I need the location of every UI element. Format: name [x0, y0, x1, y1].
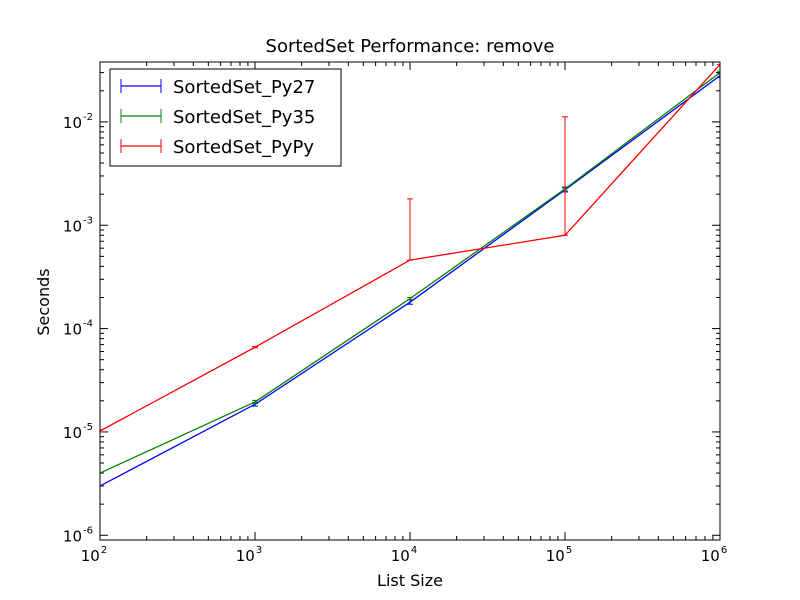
plot-area: 102 103 104 105 10610-610-510-410-310-2Sorte… [63, 61, 727, 565]
x-tick-label-base: 10 [391, 547, 410, 565]
x-tick-label-exponent: 6 [721, 545, 727, 556]
y-tick-label-base: 10 [63, 424, 82, 442]
x-tick-label: 102 [81, 545, 107, 565]
y-tick-label-exponent: -4 [83, 319, 93, 330]
x-tick-label-exponent: 5 [566, 545, 572, 556]
y-tick-label: 10-2 [63, 112, 93, 132]
x-tick-label-base: 10 [701, 547, 720, 565]
y-tick-label-exponent: -6 [83, 525, 93, 536]
legend-box [109, 68, 342, 167]
x-tick-label-exponent: 4 [411, 545, 417, 556]
chart-title: SortedSet Performance: remove [266, 36, 555, 57]
y-tick-label-base: 10 [63, 114, 82, 132]
legend: SortedSet_Py27 SortedSet_Py35 SortedSet_Py… [109, 68, 342, 167]
y-tick-label: 10-4 [63, 319, 93, 339]
y-tick-label-base: 10 [63, 321, 82, 339]
y-tick-label: 10-6 [63, 525, 93, 545]
y-tick-label-exponent: -2 [83, 112, 93, 123]
x-tick-label: 104 [391, 545, 417, 565]
x-tick-label: 103 [236, 545, 262, 565]
legend-label: SortedSet_Py27 [173, 77, 315, 98]
x-tick-label: 106 [701, 545, 727, 565]
x-axis-label: List Size [377, 571, 443, 590]
axes-frame [99, 61, 721, 541]
legend-label: SortedSet_Py35 [173, 107, 315, 128]
y-tick-label-exponent: -5 [83, 422, 93, 433]
x-tick-label: 105 [546, 545, 572, 565]
y-tick-label-base: 10 [63, 217, 82, 235]
x-tick-label-base: 10 [236, 547, 255, 565]
x-tick-label-exponent: 2 [101, 545, 107, 556]
y-axis-label: Seconds [34, 268, 53, 335]
x-tick-label-base: 10 [81, 547, 100, 565]
x-tick-label-exponent: 3 [256, 545, 262, 556]
y-tick-label-base: 10 [63, 527, 82, 545]
legend-label: SortedSet_PyPy [173, 137, 314, 158]
y-tick-label: 10-5 [63, 422, 93, 442]
series-layer [100, 62, 720, 487]
x-tick-label-base: 10 [546, 547, 565, 565]
y-tick-label: 10-3 [63, 215, 93, 235]
y-tick-label-exponent: -3 [83, 215, 93, 226]
